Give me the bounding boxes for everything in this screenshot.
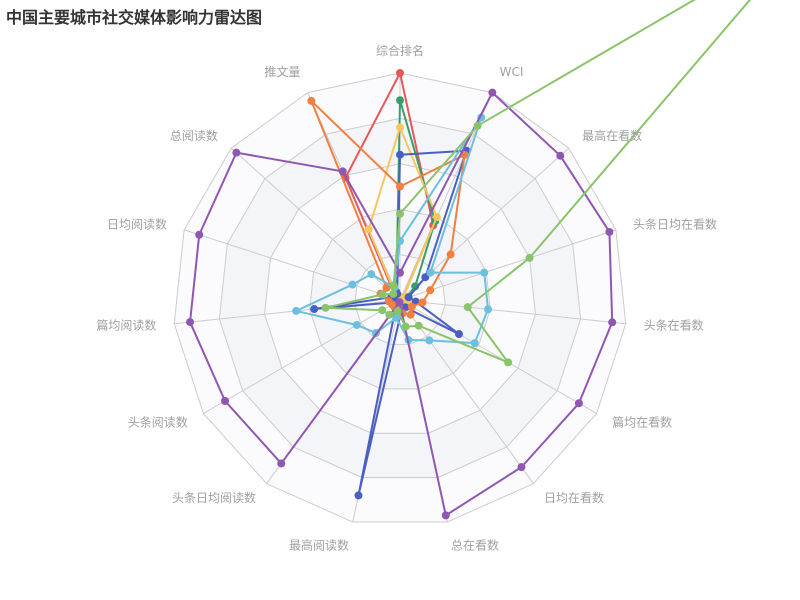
radar-data-point[interactable]: [338, 167, 347, 176]
radar-axis-line: [203, 299, 401, 414]
radar-data-point[interactable]: [396, 209, 404, 218]
radar-data-point[interactable]: [426, 268, 435, 277]
radar-data-point[interactable]: [292, 306, 301, 315]
radar-data-point[interactable]: [414, 321, 423, 330]
radar-axis-line: [399, 229, 617, 301]
radar-data-point[interactable]: [488, 88, 497, 97]
radar-series-line: [324, 0, 752, 364]
radar-data-point[interactable]: [310, 305, 319, 314]
radar-data-point[interactable]: [389, 281, 398, 290]
radar-axis-label: 头条日均阅读数: [172, 490, 256, 505]
radar-data-point[interactable]: [364, 225, 373, 234]
radar-data-point[interactable]: [307, 96, 316, 105]
radar-data-point[interactable]: [460, 150, 469, 159]
radar-axis-label: 推文量: [264, 64, 300, 79]
radar-axis-line: [174, 299, 401, 325]
radar-axis-label: 头条日均在看数: [633, 216, 717, 231]
radar-axis-label: 头条在看数: [644, 318, 704, 333]
radar-data-point[interactable]: [407, 302, 416, 311]
radar-data-point[interactable]: [348, 280, 357, 289]
radar-data-point[interactable]: [389, 289, 398, 298]
radar-data-point[interactable]: [406, 310, 415, 319]
radar-data-point[interactable]: [463, 303, 472, 312]
radar-data-point[interactable]: [470, 339, 479, 348]
radar-data-point[interactable]: [446, 250, 455, 259]
radar-data-point[interactable]: [385, 310, 394, 319]
radar-data-point[interactable]: [392, 313, 401, 322]
radar-axis-line: [399, 299, 597, 414]
radar-data-point[interactable]: [367, 270, 376, 279]
radar-axis-label: WCI: [500, 65, 524, 79]
radar-data-point[interactable]: [396, 268, 404, 277]
radar-data-point[interactable]: [277, 459, 286, 468]
radar-data-point[interactable]: [396, 182, 404, 191]
radar-data-point[interactable]: [382, 283, 391, 292]
radar-data-point[interactable]: [608, 318, 617, 327]
radar-data-point[interactable]: [504, 358, 513, 367]
radar-axis-label: 篇均在看数: [612, 415, 672, 430]
radar-axis-line: [399, 299, 626, 325]
radar-axis-label: 日均阅读数: [107, 216, 167, 231]
radar-data-point[interactable]: [352, 320, 361, 329]
radar-axis-label: 综合排名: [376, 43, 424, 58]
radar-series-group: [186, 0, 752, 520]
radar-axis-label: 总阅读数: [170, 128, 218, 143]
radar-data-point[interactable]: [378, 290, 387, 299]
radar-data-point[interactable]: [396, 96, 404, 105]
radar-data-point[interactable]: [195, 230, 204, 239]
radar-data-point[interactable]: [517, 463, 526, 472]
radar-data-point[interactable]: [441, 511, 450, 520]
radar-axis-line: [183, 229, 401, 301]
radar-data-point[interactable]: [396, 123, 404, 132]
radar-data-point[interactable]: [393, 307, 402, 316]
radar-axis-label: 日均在看数: [544, 490, 604, 505]
radar-data-point[interactable]: [404, 293, 413, 302]
radar-data-point[interactable]: [484, 305, 493, 314]
radar-data-point[interactable]: [401, 322, 410, 331]
radar-data-point[interactable]: [418, 298, 427, 307]
radar-axis-label: 头条阅读数: [128, 415, 188, 430]
radar-data-point[interactable]: [454, 330, 463, 339]
radar-axis-label: 最高在看数: [582, 128, 642, 143]
chart-title: 中国主要城市社交媒体影响力雷达图: [6, 8, 263, 27]
radar-data-point[interactable]: [574, 399, 583, 408]
radar-data-point[interactable]: [232, 148, 241, 157]
radar-data-point[interactable]: [525, 253, 534, 262]
radar-data-point[interactable]: [605, 227, 614, 236]
radar-axis-label: 最高阅读数: [289, 538, 349, 553]
radar-data-point[interactable]: [473, 121, 482, 130]
radar-axis-line: [399, 299, 534, 484]
radar-axis-label: 篇均阅读数: [96, 318, 156, 333]
radar-data-point[interactable]: [221, 397, 230, 406]
radar-data-point[interactable]: [395, 298, 404, 307]
radar-data-point[interactable]: [556, 151, 565, 160]
radar-data-point[interactable]: [396, 69, 404, 77]
radar-data-point[interactable]: [354, 491, 363, 500]
radar-data-point[interactable]: [426, 286, 435, 295]
radar-data-point[interactable]: [378, 306, 387, 315]
radar-data-point[interactable]: [480, 268, 489, 277]
radar-series-8: [321, 0, 752, 367]
radar-data-point[interactable]: [432, 213, 441, 222]
radar-data-point[interactable]: [425, 336, 434, 345]
radar-data-point[interactable]: [396, 150, 404, 159]
radar-data-point[interactable]: [384, 297, 393, 306]
radar-axis-label: 总在看数: [451, 538, 499, 553]
radar-data-point[interactable]: [321, 303, 330, 312]
radar-data-point[interactable]: [186, 318, 195, 327]
